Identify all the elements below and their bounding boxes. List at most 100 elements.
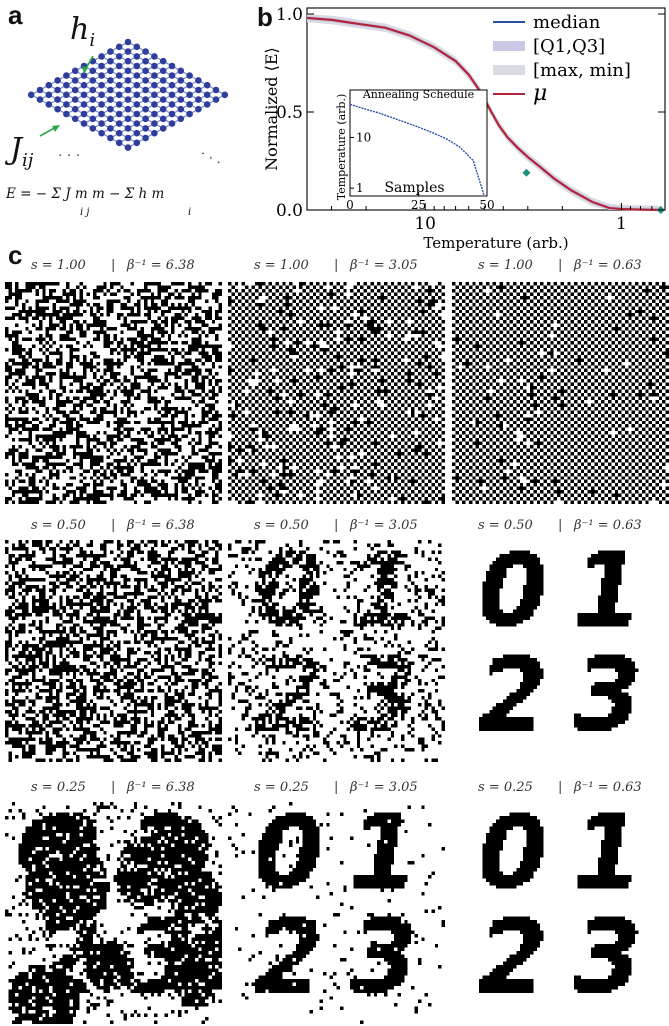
spin-node (89, 77, 97, 84)
spin-node (124, 38, 132, 46)
spin-node (159, 115, 167, 123)
spin-node (151, 110, 158, 118)
spin-node (80, 101, 88, 108)
y-tick-label: 1.0 (276, 5, 303, 25)
spin-node (168, 62, 176, 70)
spin-node (124, 57, 132, 65)
spin-node (177, 96, 185, 103)
spin-node (71, 77, 79, 84)
spin-node (115, 129, 123, 137)
ellipsis-left: · · · (58, 148, 80, 164)
spin-node (133, 72, 141, 79)
spin-node (124, 105, 132, 113)
lattice-grid (27, 38, 229, 151)
spin-node (159, 125, 167, 132)
spin-node (133, 43, 141, 51)
spin-node (89, 125, 97, 132)
spin-node (45, 91, 53, 99)
spin-node (195, 77, 202, 84)
spin-node (98, 91, 105, 99)
inset-title: Annealing Schedule (362, 88, 474, 101)
spin-node (133, 110, 141, 118)
spin-node (142, 125, 149, 132)
spin-sample-tile (452, 540, 669, 762)
spin-node (27, 91, 35, 99)
equation-sub-right: i (188, 207, 192, 218)
panel-a-letter: a (8, 0, 23, 30)
spin-node (133, 139, 141, 147)
spin-node (151, 81, 158, 89)
spin-node (89, 115, 97, 123)
tile-beta-label: β⁻¹ = 6.38 (127, 518, 195, 533)
spin-node (54, 105, 61, 113)
tile-separator: | (558, 258, 563, 273)
spin-node (71, 67, 79, 75)
annealing-line (349, 103, 485, 197)
spin-node (115, 53, 123, 60)
ellipsis-right: · · · (197, 146, 224, 171)
tile-s-label: s = 1.00 (478, 258, 533, 273)
spin-node (63, 91, 70, 99)
spin-sample-tile (5, 802, 222, 1024)
x-tick-label: 1 (616, 214, 627, 234)
spin-node (186, 101, 193, 108)
spin-node (107, 134, 114, 142)
tile-separator: | (558, 518, 563, 533)
spin-node (151, 62, 158, 70)
spin-node (80, 72, 88, 79)
tile-s-label: s = 1.00 (254, 258, 309, 273)
spin-node (159, 57, 167, 65)
spin-node (124, 125, 132, 132)
h-label: hi (70, 12, 96, 51)
spin-node (80, 110, 88, 118)
spin-node (124, 96, 132, 103)
spin-node (142, 134, 149, 142)
spin-sample-tile (228, 540, 445, 762)
legend-swatch (493, 65, 525, 75)
spin-node (142, 48, 149, 55)
spin-node (80, 120, 88, 127)
inset-x-tick: 25 (411, 198, 426, 212)
spin-node (124, 115, 132, 123)
inset-y-label: Temperature (arb.) (335, 94, 348, 201)
tile-separator: | (334, 780, 339, 795)
spin-node (80, 81, 88, 89)
spin-node (203, 101, 211, 108)
panel-b-letter: b (257, 2, 273, 32)
tile-s-label: s = 0.25 (31, 780, 86, 795)
spin-node (133, 91, 141, 99)
spin-node (186, 72, 193, 79)
inset-frame (349, 89, 488, 197)
spin-node (63, 101, 70, 108)
tile-separator: | (334, 518, 339, 533)
tile-s-label: s = 0.50 (254, 518, 309, 533)
spin-sample-tile (5, 540, 222, 762)
legend-entry: [max, min] (533, 60, 631, 81)
spin-node (63, 110, 70, 118)
spin-node (133, 53, 141, 60)
spin-node (115, 101, 123, 108)
x-tick-label: 10 (414, 214, 436, 234)
spin-node (107, 96, 114, 103)
spin-node (124, 134, 132, 142)
spin-node (115, 91, 123, 99)
tile-s-label: s = 0.50 (31, 518, 86, 533)
spin-sample-tile (452, 802, 669, 1024)
spin-node (98, 101, 105, 108)
spin-node (89, 105, 97, 113)
spin-node (115, 81, 123, 89)
plot-frame (306, 7, 666, 211)
spin-node (151, 53, 158, 60)
tile-separator: | (111, 258, 116, 273)
spin-sample-tile (5, 282, 222, 504)
x-axis-label: Temperature (arb.) (423, 234, 568, 252)
energy-equation: E = − Σ J m m − Σ h m (6, 186, 165, 202)
tile-s-label: s = 1.00 (31, 258, 86, 273)
equation-sub-left: i j (80, 207, 90, 218)
spin-node (98, 72, 105, 79)
spin-node (124, 144, 132, 151)
spin-node (168, 101, 176, 108)
spin-node (177, 67, 185, 75)
legend-entry: μ (533, 81, 547, 106)
spin-node (186, 110, 193, 118)
